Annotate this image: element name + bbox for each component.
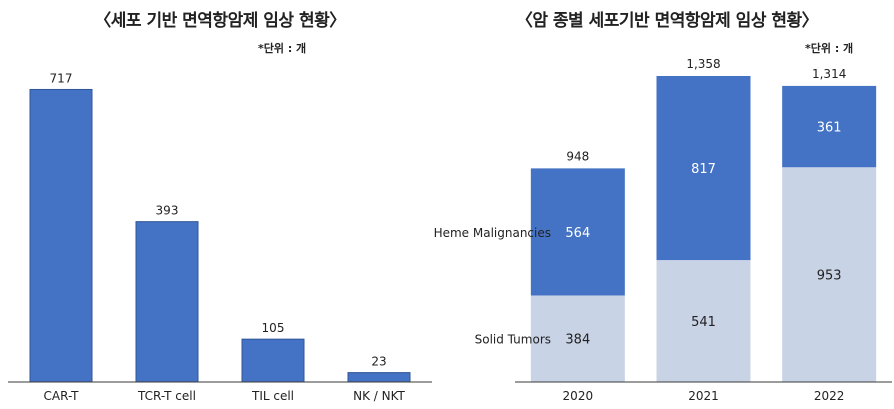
bar-value-label: 717 xyxy=(50,71,73,85)
segment-label-heme-malignancies: 361 xyxy=(817,121,842,136)
bar-nk-nkt xyxy=(347,372,411,383)
bar-value-label: 393 xyxy=(156,204,179,218)
left-unit-note: *단위 : 개 xyxy=(258,42,307,55)
right-chart-panel: 〈암 종별 세포기반 면역항암제 임상 현황〉 *단위 : 개 384 564 94… xyxy=(434,0,894,409)
bar-tcr-t-cell xyxy=(135,221,199,383)
segment-heme-malignancies-2022 xyxy=(782,85,877,168)
legend-label-heme-malignancies: Heme Malignancies xyxy=(434,226,551,240)
segment-solid-tumors-2020 xyxy=(530,295,625,382)
left-bar-chart: 717 CAR-T 393 TCR-T cell 105 TIL cell 23 NK / N… xyxy=(8,71,432,403)
x-tick-label: CAR-T xyxy=(44,389,80,403)
segment-heme-malignancies-2020 xyxy=(530,168,625,296)
bar-til-cell xyxy=(241,338,305,383)
bar-value-label: 23 xyxy=(371,355,386,369)
x-tick-label: TIL cell xyxy=(251,389,294,403)
x-tick-label: 2021 xyxy=(688,389,719,403)
right-unit-note: *단위 : 개 xyxy=(805,42,854,55)
legend-label-solid-tumors: Solid Tumors xyxy=(475,333,551,347)
left-chart-title: 〈세포 기반 면역항암제 임상 현황〉 xyxy=(94,11,346,31)
segment-heme-malignancies-2021 xyxy=(656,76,751,261)
x-tick-label: TCR-T cell xyxy=(137,389,196,403)
x-tick-label: NK / NKT xyxy=(353,389,405,403)
bar-value-label: 105 xyxy=(262,321,285,335)
total-label: 948 xyxy=(566,149,589,163)
segment-label-heme-malignancies: 817 xyxy=(691,162,716,177)
segment-label-solid-tumors: 384 xyxy=(565,333,590,348)
right-chart-title: 〈암 종별 세포기반 면역항암제 임상 현황〉 xyxy=(515,11,819,31)
segment-label-solid-tumors: 541 xyxy=(691,315,716,330)
left-chart-panel: 〈세포 기반 면역항암제 임상 현황〉 *단위 : 개 717 CAR-T 393 T… xyxy=(0,0,440,409)
total-label: 1,358 xyxy=(686,57,720,71)
segment-label-heme-malignancies: 564 xyxy=(565,226,590,241)
segment-solid-tumors-2021 xyxy=(656,260,751,382)
segment-label-solid-tumors: 953 xyxy=(817,269,842,284)
right-stacked-bar-chart: 384 564 948 2020 541 817 1,358 2021 953 361 1,314 2… xyxy=(434,57,892,403)
total-label: 1,314 xyxy=(812,67,846,81)
x-tick-label: 2022 xyxy=(814,389,845,403)
segment-solid-tumors-2022 xyxy=(782,167,877,382)
bar-car-t xyxy=(29,88,93,383)
x-tick-label: 2020 xyxy=(563,389,594,403)
